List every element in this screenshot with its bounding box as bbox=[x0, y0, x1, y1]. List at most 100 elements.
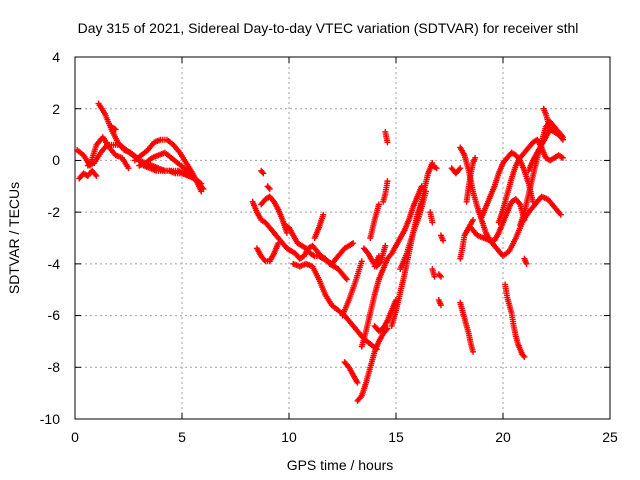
data-point-marker bbox=[198, 188, 205, 195]
data-point-marker bbox=[436, 272, 443, 279]
series-arc-32 bbox=[435, 271, 444, 280]
series-arc-16 bbox=[339, 258, 365, 319]
series-arc-20 bbox=[358, 183, 425, 350]
series-arc-28 bbox=[416, 160, 436, 216]
y-tick-label: 4 bbox=[52, 49, 60, 65]
data-point-marker bbox=[265, 184, 272, 191]
data-point-marker bbox=[433, 165, 440, 172]
data-point-marker bbox=[93, 172, 100, 179]
data-point-marker bbox=[260, 170, 267, 177]
grid-lines bbox=[75, 57, 610, 419]
x-tick-label: 15 bbox=[388, 429, 404, 445]
data-point-marker bbox=[558, 135, 565, 142]
data-point-marker bbox=[357, 394, 364, 401]
x-axis-label: GPS time / hours bbox=[287, 457, 394, 473]
series-arc-30 bbox=[427, 209, 436, 226]
data-point-marker bbox=[559, 136, 566, 143]
x-tick-label: 5 bbox=[178, 429, 186, 445]
series-arc-9 bbox=[253, 240, 282, 265]
data-point-marker bbox=[350, 240, 357, 247]
series-arc-29 bbox=[429, 162, 440, 172]
series-arc-18 bbox=[341, 359, 361, 386]
data-point-marker bbox=[342, 275, 349, 282]
x-tick-label: 20 bbox=[495, 429, 511, 445]
data-point-marker bbox=[275, 240, 282, 247]
data-point-marker bbox=[437, 273, 444, 280]
series-arc-7 bbox=[136, 149, 205, 195]
series-arc-13 bbox=[281, 222, 357, 267]
series-arc-35 bbox=[448, 165, 464, 177]
data-point-marker bbox=[343, 276, 350, 283]
data-point-marker bbox=[470, 348, 477, 355]
data-point-marker bbox=[516, 200, 523, 207]
series-arc-10 bbox=[258, 193, 290, 236]
series-arc-33 bbox=[435, 297, 444, 309]
data-point-marker bbox=[520, 352, 527, 359]
data-point-marker bbox=[523, 260, 530, 267]
y-tick-label: -8 bbox=[48, 359, 61, 375]
series-arc-19 bbox=[354, 325, 391, 404]
data-point-marker bbox=[418, 183, 425, 190]
series-arc-2 bbox=[76, 167, 100, 182]
data-point-marker bbox=[529, 198, 536, 205]
data-point-marker bbox=[375, 201, 382, 208]
chart-title: Day 315 of 2021, Sidereal Day-to-day VTE… bbox=[78, 20, 579, 36]
data-point-marker bbox=[431, 273, 438, 280]
y-tick-label: -4 bbox=[48, 256, 61, 272]
data-points bbox=[74, 100, 566, 404]
series-arc-11 bbox=[258, 167, 267, 177]
series-arc-8 bbox=[249, 198, 350, 283]
data-point-marker bbox=[547, 126, 554, 133]
data-point-marker bbox=[384, 178, 391, 185]
data-point-marker bbox=[429, 219, 436, 226]
data-point-marker bbox=[266, 185, 273, 192]
x-tick-label: 0 bbox=[71, 429, 79, 445]
series-arc-6 bbox=[108, 123, 119, 133]
series-arc-15 bbox=[311, 211, 327, 241]
data-point-marker bbox=[559, 154, 566, 161]
y-tick-label: -2 bbox=[48, 204, 61, 220]
series-arc-31 bbox=[429, 266, 438, 280]
data-point-marker bbox=[457, 165, 464, 172]
data-point-marker bbox=[259, 169, 266, 176]
y-tick-label: 2 bbox=[52, 101, 60, 117]
series-arc-46 bbox=[540, 105, 554, 133]
y-axis-label: SDTVAR / TECUs bbox=[6, 182, 22, 294]
series-arc-45 bbox=[525, 126, 566, 174]
series-arc-23 bbox=[380, 178, 391, 205]
data-point-marker bbox=[382, 242, 389, 249]
data-point-marker bbox=[437, 302, 444, 309]
series-arc-34 bbox=[437, 232, 447, 244]
y-tick-label: -10 bbox=[40, 411, 60, 427]
data-point-marker bbox=[112, 126, 119, 133]
data-point-marker bbox=[521, 353, 528, 360]
series-arc-40 bbox=[457, 299, 477, 355]
plot-frame bbox=[74, 56, 611, 420]
series-arc-43 bbox=[502, 281, 528, 360]
data-point-marker bbox=[375, 253, 382, 260]
x-tick-label: 25 bbox=[602, 429, 618, 445]
data-point-marker bbox=[557, 211, 564, 218]
x-axis: 0 5 10 15 20 25 bbox=[71, 429, 618, 445]
series-arc-12 bbox=[264, 183, 273, 192]
data-point-marker bbox=[358, 258, 365, 265]
data-point-marker bbox=[384, 139, 391, 146]
data-point-marker bbox=[354, 379, 361, 386]
series-arc-21 bbox=[367, 201, 382, 241]
tick-marks bbox=[74, 56, 611, 420]
data-point-marker bbox=[92, 171, 99, 178]
data-point-marker bbox=[456, 166, 463, 173]
y-tick-label: 0 bbox=[52, 152, 60, 168]
series-arc-42 bbox=[495, 136, 566, 226]
data-point-marker bbox=[470, 216, 477, 223]
series-arc-22 bbox=[371, 253, 382, 270]
y-tick-label: -6 bbox=[48, 307, 61, 323]
data-point-marker bbox=[472, 154, 479, 161]
series-arc-39 bbox=[467, 193, 564, 260]
series-arc-47 bbox=[521, 255, 530, 267]
x-tick-label: 10 bbox=[281, 429, 297, 445]
data-point-marker bbox=[320, 211, 327, 218]
series-arc-38 bbox=[463, 154, 479, 205]
series-arc-26 bbox=[382, 128, 391, 146]
